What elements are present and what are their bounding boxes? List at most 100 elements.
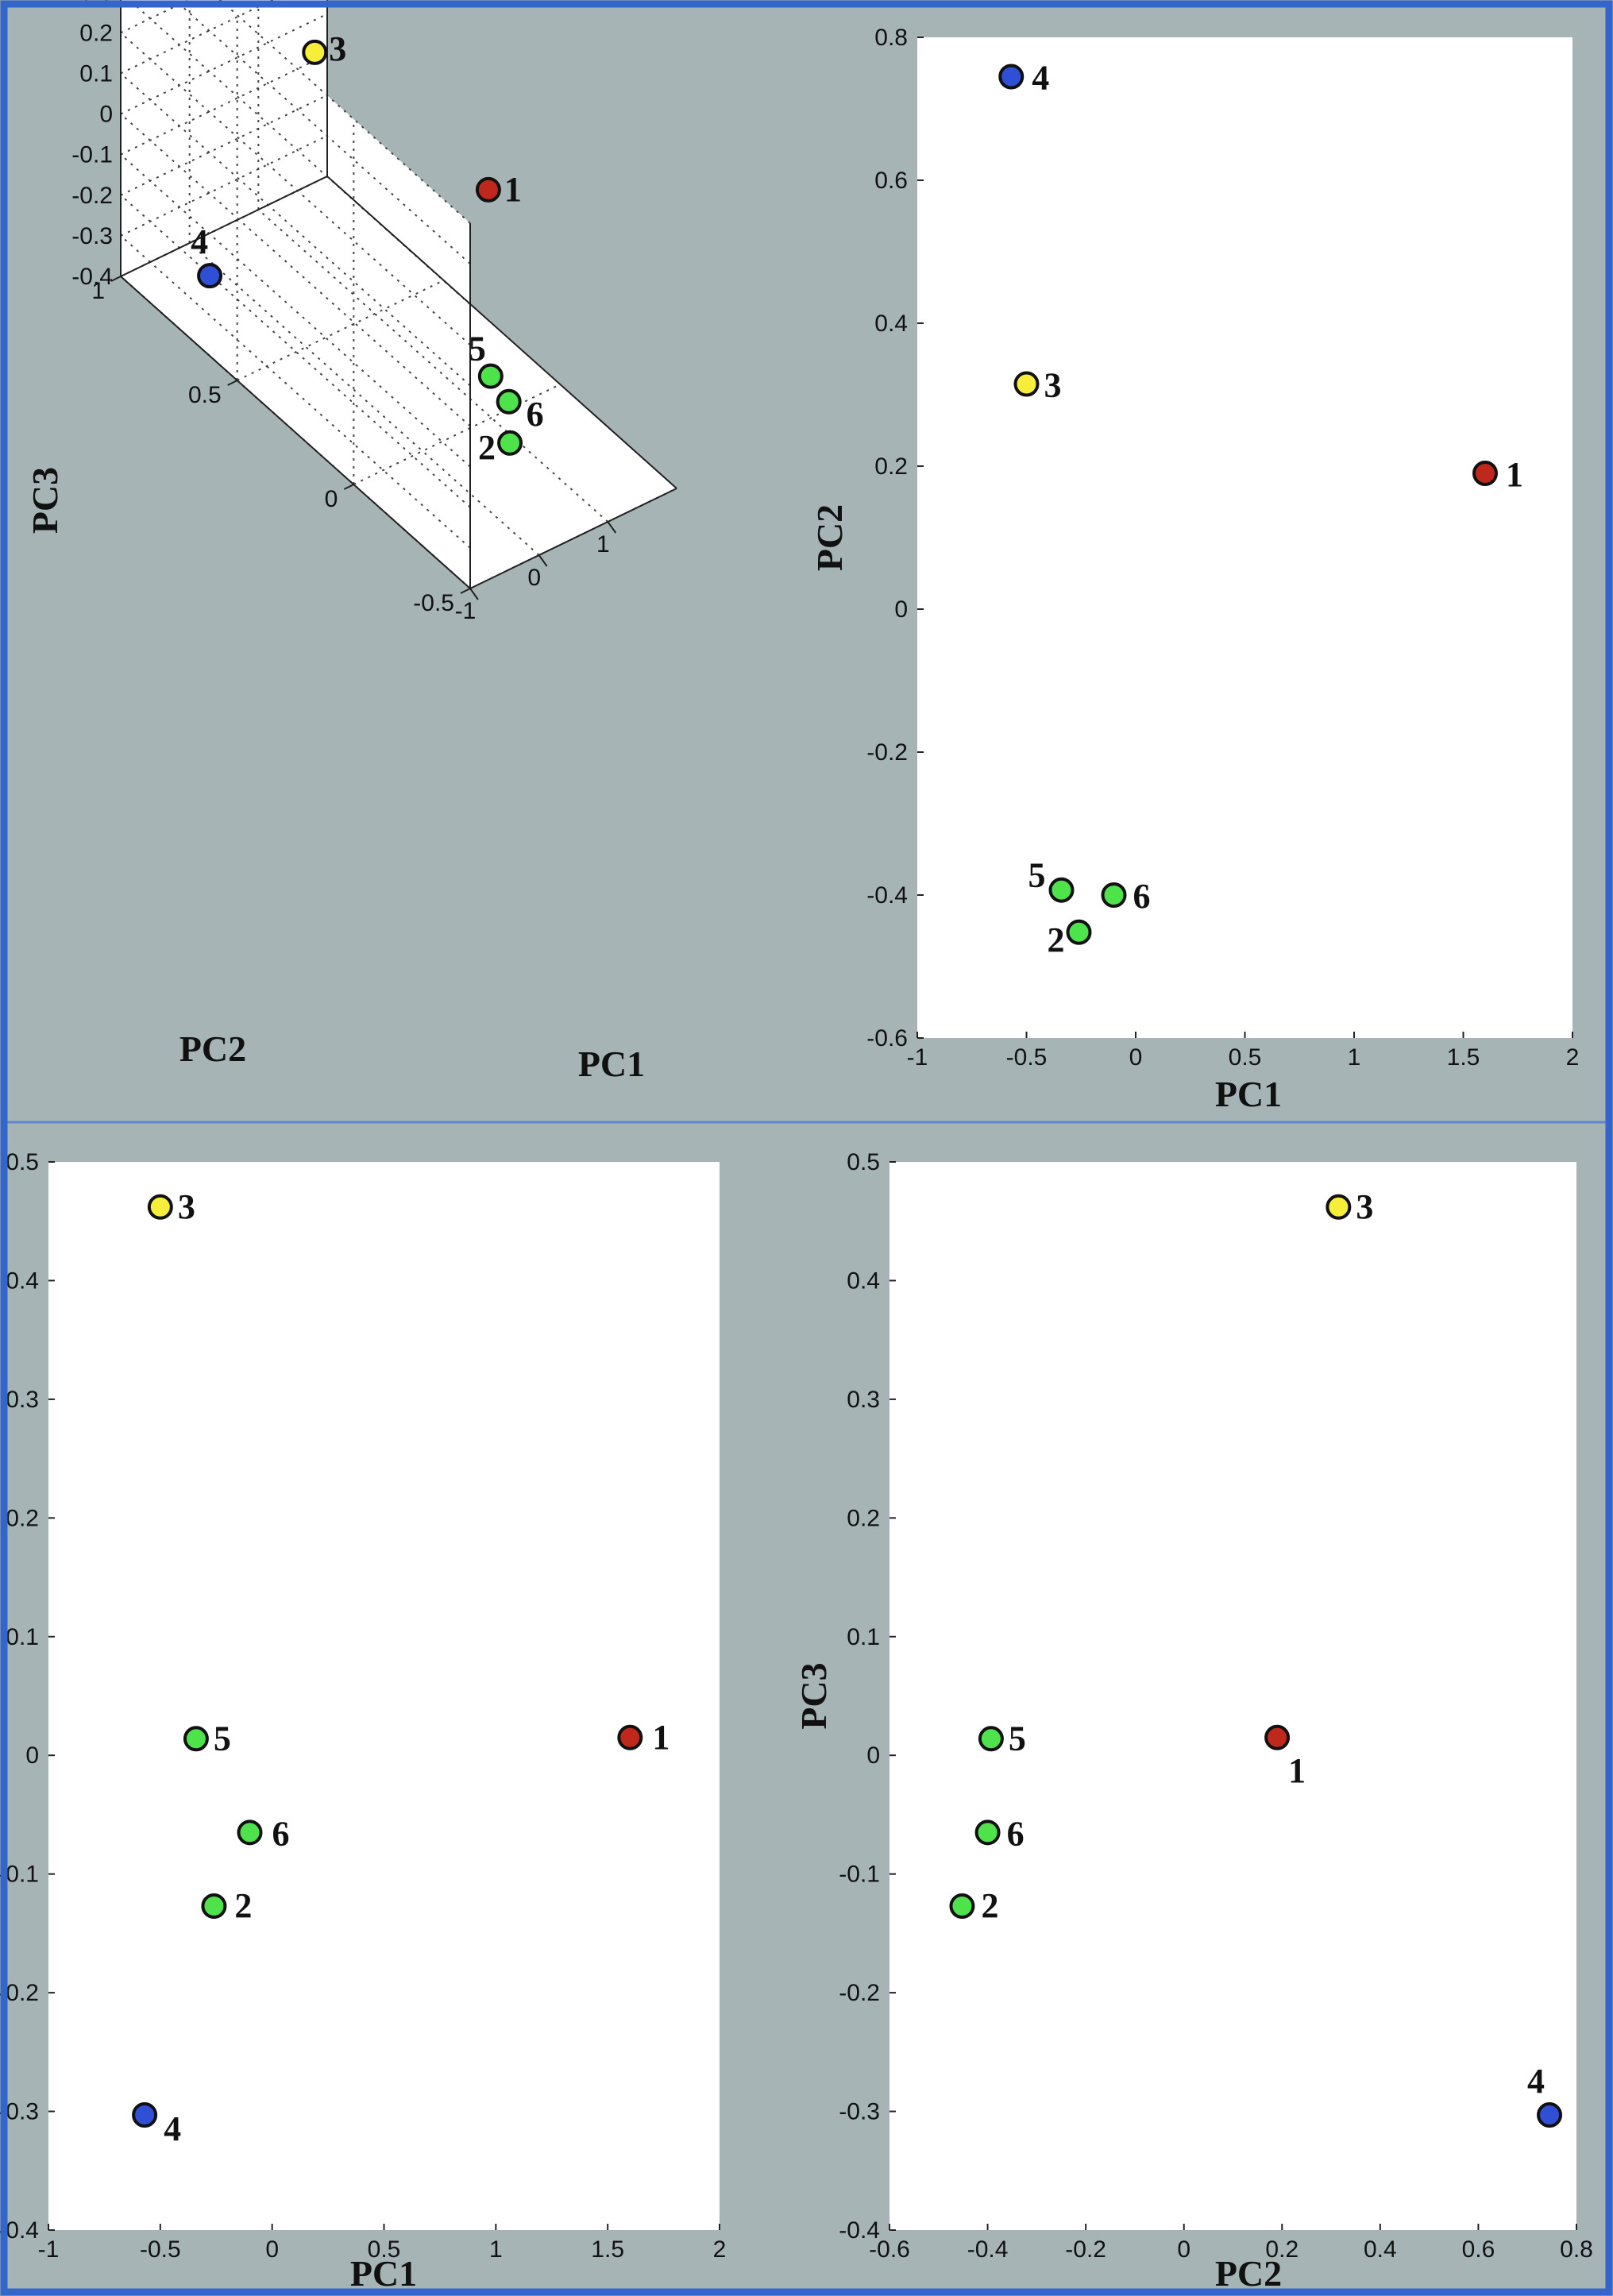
x-tick-label: 0: [527, 565, 541, 591]
pc2-pc3-panel: -0.6 -0.4 -0.2 0 0.2 0.4 0.6 0.8-0.4-0.3-0.2-0.…: [793, 1149, 1593, 2294]
y-axis-label: PC3: [793, 1662, 834, 1729]
y-tick-label: 0.6: [874, 168, 908, 194]
z-tick-label: 0: [99, 102, 113, 128]
pc1-pc2-panel: -1 -0.5 0 0.5 1 1.5 2 -0.6 -0.4 -0.2 0 0.2 0.4 0.6 0.8…: [809, 25, 1579, 1114]
box-edge: [120, 276, 471, 589]
x-tick-label: 0.2: [1265, 2236, 1299, 2263]
y-tick-label: -0.2: [839, 1980, 880, 2006]
data-point-2: [201, 1893, 227, 1920]
z-tick-label: 0.2: [79, 20, 113, 46]
x-tick-label: 0.5: [368, 2236, 401, 2263]
grid-line: [120, 195, 471, 508]
data-point-4: [132, 2102, 158, 2128]
point-label-5: 5: [1028, 856, 1046, 895]
point-label-4: 4: [1527, 2062, 1545, 2101]
x-tick-label: -1: [38, 2236, 60, 2263]
point-label-1: 1: [1506, 455, 1523, 494]
y-tick-label: 0: [894, 596, 908, 623]
point-label-2: 2: [478, 428, 496, 467]
data-point-5: [477, 363, 504, 389]
x-tick-label: 0.5: [1229, 1044, 1262, 1071]
x-tick-label: 1.5: [591, 2236, 624, 2263]
x-tick-label: 1: [489, 2236, 503, 2263]
grid-line: [237, 280, 445, 381]
grid-line: [120, 235, 471, 549]
pca-3d-panel: -101-0.500.51-0.4-0.3-0.2-0.100.10.20.30…: [25, 0, 677, 1084]
grid-line: [128, 0, 471, 305]
plot-area: [48, 1162, 720, 2230]
x-axis-label: PC1: [578, 1044, 645, 1084]
x-tick-label: -0.5: [140, 2236, 181, 2263]
z-tick-label: -0.2: [71, 183, 113, 209]
point-label-3: 3: [1356, 1187, 1373, 1226]
point-label-1: 1: [652, 1718, 670, 1757]
x-tick-mark: [469, 588, 479, 600]
x-tick-label: -1: [907, 1044, 928, 1071]
data-point-1: [617, 1724, 643, 1750]
y-tick-label: 0: [866, 1742, 880, 1769]
data-point-6: [974, 1819, 1001, 1846]
grid-line: [120, 134, 328, 237]
grid-line: [120, 94, 328, 196]
y-tick-label: 0.4: [874, 311, 908, 337]
point-label-1: 1: [1288, 1751, 1306, 1790]
data-point-5: [978, 1726, 1004, 1752]
data-point-2: [949, 1893, 975, 1920]
back-wall-pc2: [121, 0, 470, 588]
data-point-4: [998, 64, 1025, 90]
y-axis-label: PC2: [179, 1028, 246, 1069]
grid-line: [189, 242, 540, 556]
data-point-4: [197, 263, 223, 289]
data-point-1: [1472, 461, 1498, 486]
grid-line: [120, 113, 471, 427]
data-point-6: [496, 388, 522, 415]
x-axis-label: PC1: [350, 2253, 417, 2294]
point-label-6: 6: [1007, 1814, 1025, 1853]
point-label-2: 2: [234, 1886, 252, 1925]
x-tick-label: 0: [265, 2236, 279, 2263]
x-tick-mark: [607, 521, 617, 534]
y-tick-label: 0.1: [6, 1624, 39, 1650]
data-point-6: [1101, 882, 1127, 908]
data-point-5: [183, 1726, 209, 1752]
point-label-5: 5: [1009, 1719, 1026, 1758]
point-label-4: 4: [164, 2109, 181, 2148]
y-tick-label: -0.1: [839, 1862, 880, 1888]
y-tick-label: -0.4: [839, 2217, 880, 2244]
x-tick-label: 0: [1129, 1044, 1143, 1071]
y-tick-label: 0: [25, 1742, 39, 1769]
y-tick-label: 0.3: [6, 1387, 39, 1413]
x-tick-mark: [538, 554, 548, 567]
box-edge: [469, 488, 677, 589]
x-tick-label: -1: [455, 598, 477, 624]
grid-line: [120, 53, 328, 156]
data-point-6: [237, 1819, 263, 1846]
y-tick-label: -0.2: [866, 739, 908, 766]
point-label-3: 3: [178, 1187, 195, 1226]
y-tick-mark: [110, 276, 122, 282]
plot-area: [889, 1162, 1576, 2230]
y-tick-label: 0.3: [847, 1387, 880, 1413]
y-tick-label: 0.2: [874, 453, 908, 480]
y-tick-label: 0.5: [6, 1149, 39, 1175]
y-tick-label: -0.5: [413, 590, 454, 616]
x-tick-label: 0.4: [1364, 2236, 1397, 2263]
y-tick-mark: [227, 380, 238, 386]
y-axis-label: PC2: [809, 504, 850, 571]
x-tick-label: -0.6: [869, 2236, 910, 2263]
point-label-6: 6: [1133, 877, 1151, 916]
data-point-2: [497, 430, 523, 456]
data-point-1: [475, 176, 501, 203]
z-tick-label: 0.1: [79, 60, 113, 87]
grid-line: [353, 384, 561, 485]
y-tick-label: 0.2: [847, 1505, 880, 1531]
y-tick-label: 0.4: [847, 1268, 880, 1294]
x-tick-label: 0.8: [1560, 2236, 1593, 2263]
data-point-3: [302, 39, 328, 65]
y-tick-mark: [460, 588, 471, 594]
y-tick-label: -0.4: [866, 882, 908, 909]
x-tick-label: 0: [1177, 2236, 1190, 2263]
y-tick-label: 0.8: [874, 25, 908, 51]
x-tick-label: 1.5: [1447, 1044, 1480, 1071]
